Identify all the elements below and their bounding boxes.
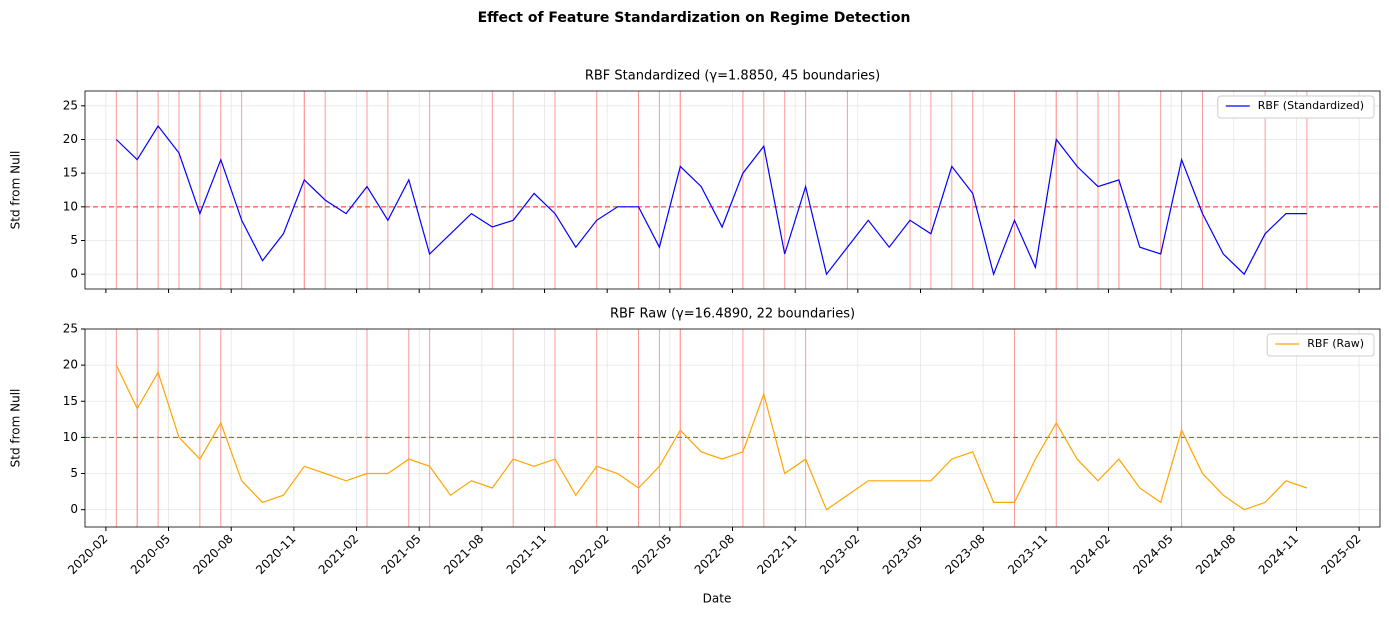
y-tick-label: 15 bbox=[63, 166, 78, 180]
legend-label: RBF (Standardized) bbox=[1258, 99, 1364, 112]
x-tick-label: 2022-08 bbox=[692, 532, 737, 577]
x-axis-label: Date bbox=[703, 592, 732, 606]
y-tick-label: 5 bbox=[70, 466, 78, 480]
y-tick-label: 25 bbox=[63, 322, 78, 336]
y-tick-label: 25 bbox=[63, 98, 78, 112]
y-tick-label: 10 bbox=[63, 199, 78, 213]
subplot-title: RBF Raw (γ=16.4890, 22 boundaries) bbox=[610, 307, 855, 322]
x-tick-label: 2023-05 bbox=[880, 532, 925, 577]
x-tick-label: 2021-05 bbox=[378, 532, 423, 577]
x-tick-label: 2021-08 bbox=[441, 532, 486, 577]
series-line bbox=[115, 124, 1307, 277]
y-tick-label: 20 bbox=[63, 132, 78, 146]
x-tick-label: 2023-11 bbox=[1005, 532, 1050, 577]
y-tick-label: 0 bbox=[70, 502, 78, 516]
x-tick-label: 2024-08 bbox=[1193, 532, 1238, 577]
panel: 0 5 10 15 20 25 RBF Standardized (γ=1.8850, 45… bbox=[9, 69, 1381, 293]
y-tick-label: 10 bbox=[63, 430, 78, 444]
series-line bbox=[115, 364, 1308, 511]
y-tick-label: 15 bbox=[63, 394, 78, 408]
legend-label: RBF (Raw) bbox=[1307, 337, 1364, 350]
x-tick-label: 2022-11 bbox=[754, 532, 799, 577]
x-tick-label: 2022-05 bbox=[629, 532, 674, 577]
x-tick-label: 2020-11 bbox=[253, 532, 298, 577]
y-axis-label: Std from Null bbox=[9, 151, 23, 230]
figure-title: Effect of Feature Standardization on Reg… bbox=[478, 10, 911, 26]
y-tick-label: 20 bbox=[63, 358, 78, 372]
x-tick-label: 2024-05 bbox=[1130, 532, 1175, 577]
x-tick-label: 2023-02 bbox=[817, 532, 862, 577]
x-tick-label: 2021-11 bbox=[504, 532, 549, 577]
legend-box bbox=[1266, 333, 1375, 357]
y-tick-label: 5 bbox=[70, 233, 78, 247]
legend-box bbox=[1217, 95, 1375, 119]
y-tick-label: 0 bbox=[70, 267, 78, 281]
legend: RBF (Raw) bbox=[1266, 333, 1375, 357]
subplot-title: RBF Standardized (γ=1.8850, 45 boundarie… bbox=[585, 69, 880, 84]
x-tick-label: 2024-11 bbox=[1256, 532, 1301, 577]
y-axis-label: Std from Null bbox=[9, 389, 23, 468]
x-tick-label: 2020-08 bbox=[190, 532, 235, 577]
x-tick-label: 2022-02 bbox=[566, 532, 611, 577]
x-tick-label: 2020-02 bbox=[65, 532, 110, 577]
x-tick-label: 2023-08 bbox=[942, 532, 987, 577]
x-tick-label: 2024-02 bbox=[1068, 532, 1113, 577]
x-tick-label: 2021-02 bbox=[316, 532, 361, 577]
panel: 0 5 10 15 20 25 2020-02 2020-05 2020-08 2020-11 20… bbox=[9, 307, 1381, 577]
x-tick-label: 2020-05 bbox=[128, 532, 173, 577]
x-tick-label: 2025-02 bbox=[1318, 532, 1363, 577]
legend: RBF (Standardized) bbox=[1217, 95, 1375, 119]
